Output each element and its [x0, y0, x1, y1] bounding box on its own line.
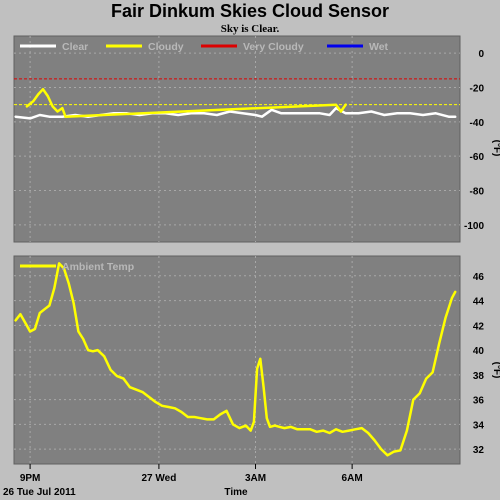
- temp-panel-background: [13, 255, 461, 465]
- date-corner-label: 26 Tue Jul 2011: [3, 487, 76, 498]
- temp-y-tick-label: 46: [473, 272, 485, 283]
- x-tick-label: 6AM: [342, 473, 363, 484]
- sky-legend-label: Very Cloudy: [243, 41, 304, 53]
- temp-series-line-ambient-temp: [14, 262, 457, 457]
- sky-y-ticks: 0 -20 -40 -60 -80 -100: [464, 49, 484, 232]
- sky-legend-label: Wet: [369, 41, 389, 53]
- x-tick-label: 27 Wed: [141, 473, 176, 484]
- sky-panel-background: [13, 35, 461, 243]
- temp-y-tick-label: 38: [473, 371, 485, 382]
- x-axis-label: Time: [224, 487, 248, 498]
- chart-subtitle: Sky is Clear.: [221, 23, 280, 35]
- temp-y-tick-label: 36: [473, 396, 485, 407]
- sky-series-line-cloudy: [25, 87, 347, 118]
- x-tick-label: 9PM: [20, 473, 41, 484]
- chart-title: Fair Dinkum Skies Cloud Sensor: [111, 1, 389, 21]
- sky-series: [14, 87, 457, 120]
- sky-y-unit: (°F): [491, 140, 500, 157]
- temp-y-tick-label: 42: [473, 321, 485, 332]
- sky-grid: [14, 36, 460, 242]
- sky-legend-label: Cloudy: [148, 41, 184, 53]
- sky-y-tick-label: -60: [470, 152, 485, 163]
- sky-y-tick-label: -100: [464, 221, 484, 232]
- temp-legend-label: Ambient Temp: [62, 261, 134, 273]
- x-ticks: 9PM 27 Wed 3AM 6AM: [20, 464, 363, 484]
- sky-y-tick-label: -20: [470, 84, 485, 95]
- sky-y-tick-label: -80: [470, 187, 485, 198]
- sky-y-tick-label: 0: [478, 49, 484, 60]
- temp-legend: Ambient Temp: [20, 261, 134, 273]
- sky-y-tick-label: -40: [470, 118, 485, 129]
- sky-legend: Clear Cloudy Very Cloudy Wet: [20, 41, 389, 53]
- temp-y-ticks: 32 34 36 38 40 42 44 46: [473, 272, 485, 456]
- temp-y-unit: (°F): [491, 362, 500, 379]
- temp-y-tick-label: 32: [473, 445, 485, 456]
- temp-y-tick-label: 44: [473, 297, 485, 308]
- sky-legend-label: Clear: [62, 41, 88, 53]
- temp-y-tick-label: 40: [473, 346, 485, 357]
- x-tick-label: 3AM: [245, 473, 266, 484]
- temp-series: [14, 262, 457, 457]
- sky-thresholds: [14, 78, 460, 106]
- temp-grid: [14, 256, 460, 464]
- temp-y-tick-label: 34: [473, 420, 485, 431]
